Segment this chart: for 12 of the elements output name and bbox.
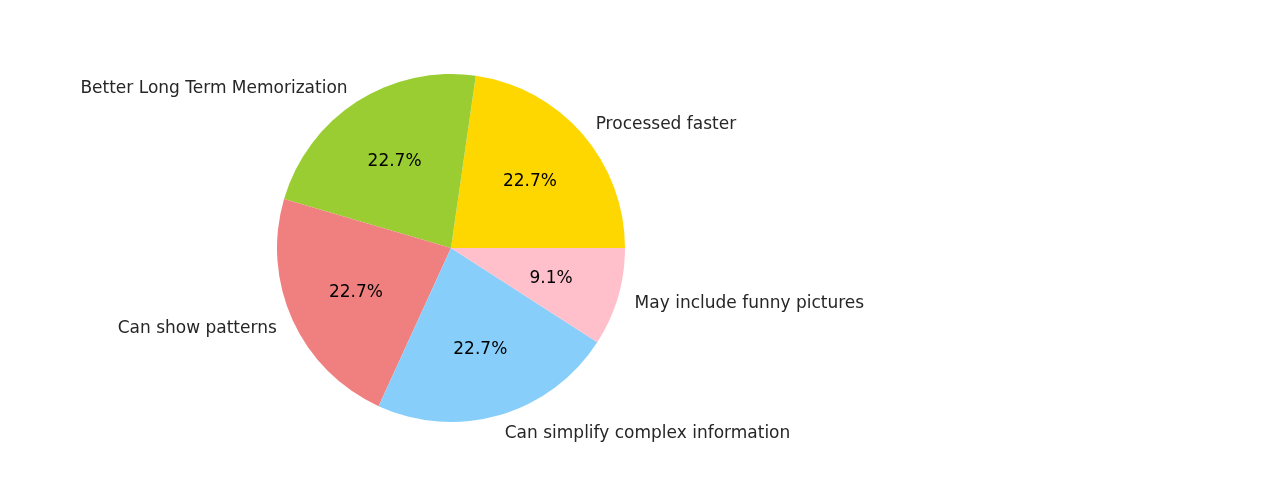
slice-label: Better Long Term Memorization [80, 76, 348, 97]
data-label: 9.1% [529, 267, 573, 288]
data-label: 22.7% [453, 338, 508, 359]
slice-label: May include funny pictures [634, 292, 865, 313]
pie-slice [451, 248, 625, 343]
data-label: 22.7% [367, 150, 422, 171]
data-label: 22.7% [502, 169, 557, 190]
pie-slice [277, 198, 451, 407]
data-label: 22.7% [329, 281, 384, 302]
slice-label: Can simplify complex information [504, 421, 791, 442]
slice-label: Processed faster [595, 112, 737, 133]
slice-label: Can show patterns [117, 317, 277, 338]
